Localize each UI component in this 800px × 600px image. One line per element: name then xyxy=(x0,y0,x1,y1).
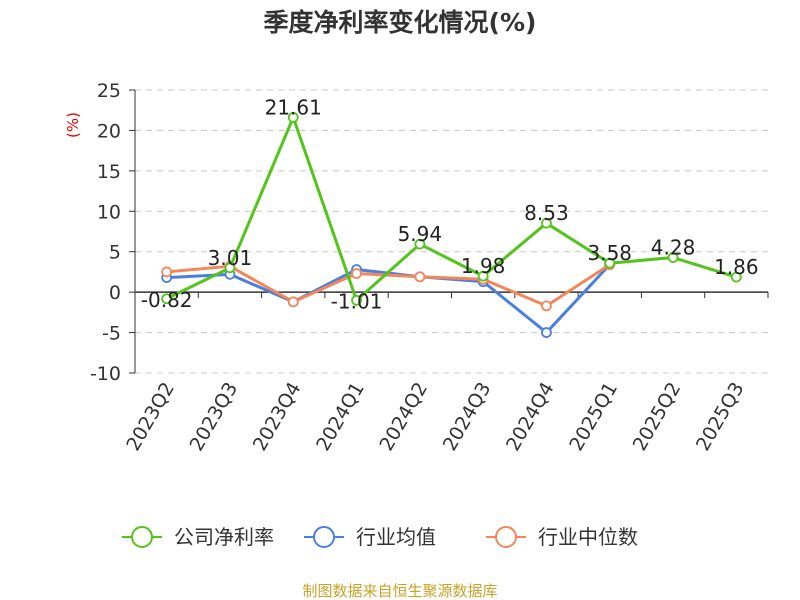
data-point xyxy=(541,327,552,338)
data-point xyxy=(287,112,299,123)
x-tick-label: 2023Q4 xyxy=(249,379,306,455)
y-tick-labels: 25 20 15 10 5 0 -5 -10 xyxy=(90,80,135,385)
source-note: 制图数据来自恒生聚源数据库 xyxy=(302,582,497,600)
legend: 公司净利率 行业均值 行业中位数 xyxy=(122,525,638,549)
grid-lines xyxy=(135,89,768,374)
series-lines xyxy=(161,112,742,338)
y-tick-label: -10 xyxy=(90,363,121,385)
legend-marker xyxy=(495,526,517,548)
x-tick-label: 2024Q4 xyxy=(502,379,559,455)
y-tick-label: -5 xyxy=(102,323,121,345)
data-label: -0.82 xyxy=(141,288,193,312)
legend-label: 公司净利率 xyxy=(174,525,274,549)
data-point xyxy=(541,217,552,229)
x-tick-labels: 2023Q2 2023Q3 2023Q4 2024Q1 2024Q2 2024Q3 2024… xyxy=(122,379,748,455)
data-point xyxy=(287,296,299,308)
x-tick-label: 2024Q1 xyxy=(312,379,369,455)
x-tick-label: 2025Q2 xyxy=(629,379,686,455)
y-axis-unit: (%) xyxy=(64,112,82,138)
x-tick-label: 2024Q2 xyxy=(375,379,432,455)
y-tick-label: 0 xyxy=(109,282,121,304)
y-tick-label: 15 xyxy=(97,161,121,183)
data-point xyxy=(541,300,552,312)
x-tick-label: 2025Q1 xyxy=(565,379,622,455)
data-point xyxy=(161,266,173,278)
x-tick-label: 2025Q3 xyxy=(692,379,749,455)
data-point xyxy=(604,257,616,269)
data-point xyxy=(224,262,236,274)
data-point xyxy=(667,252,679,263)
data-label: -1.01 xyxy=(331,289,383,313)
data-point xyxy=(477,270,489,282)
series-line xyxy=(165,115,737,302)
y-tick-label: 20 xyxy=(97,120,121,142)
data-point xyxy=(161,293,173,305)
data-label: 21.61 xyxy=(265,95,322,119)
series-0 xyxy=(161,112,742,306)
data-point xyxy=(414,238,426,250)
data-point xyxy=(414,271,426,283)
data-point xyxy=(730,271,742,283)
x-tick-label: 2023Q2 xyxy=(122,379,179,455)
legend-marker xyxy=(131,526,153,548)
data-label: 8.53 xyxy=(524,201,569,225)
series-line xyxy=(166,263,611,308)
data-labels: -0.82 3.01 21.61 -1.01 5.94 1.98 8.53 3.58 4.28 1… xyxy=(141,95,759,313)
data-label: 4.28 xyxy=(651,236,696,260)
x-tick-label: 2024Q3 xyxy=(439,379,496,455)
data-point xyxy=(351,294,362,306)
data-label: 3.01 xyxy=(208,246,253,270)
legend-label: 行业中位数 xyxy=(538,525,638,549)
y-tick-label: 25 xyxy=(97,80,121,102)
data-label: 3.58 xyxy=(587,241,632,265)
legend-marker xyxy=(313,526,335,548)
chart-title: 季度净利率变化情况(%) xyxy=(264,8,537,37)
y-tick-label: 5 xyxy=(109,242,121,264)
data-point xyxy=(351,268,362,279)
data-label: 5.94 xyxy=(398,222,443,246)
y-tick-label: 10 xyxy=(97,201,121,223)
x-tick-label: 2023Q3 xyxy=(186,379,243,455)
data-label: 1.86 xyxy=(714,255,759,279)
x-axis xyxy=(134,90,769,373)
data-label: 1.98 xyxy=(461,254,506,278)
legend-label: 行业均值 xyxy=(356,525,436,549)
